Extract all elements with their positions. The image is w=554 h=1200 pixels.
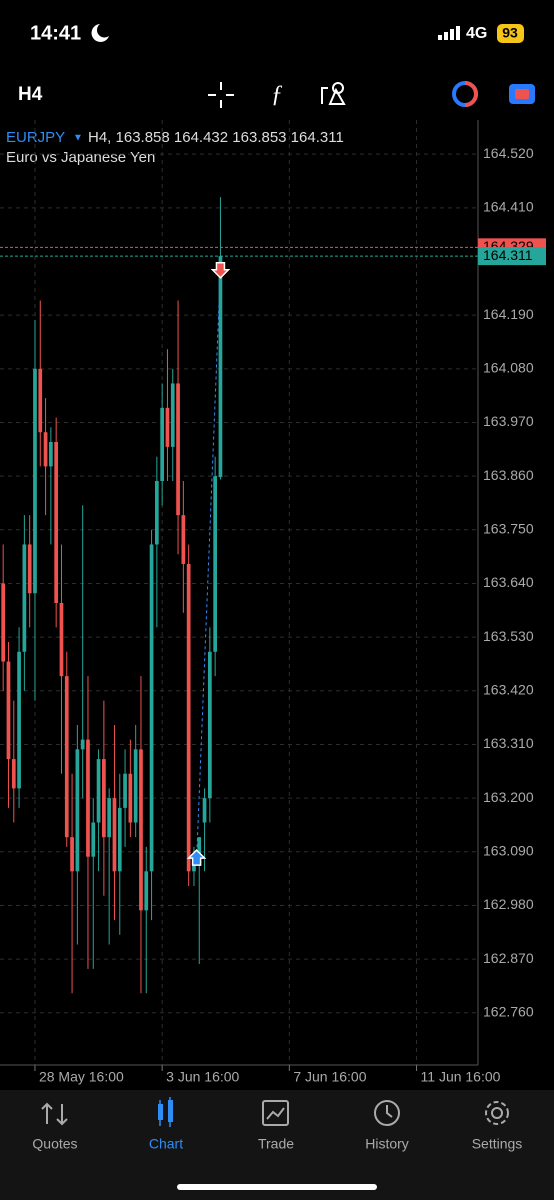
candle-body bbox=[70, 837, 74, 872]
y-tick-label: 163.200 bbox=[483, 789, 534, 805]
y-tick-label: 163.860 bbox=[483, 467, 534, 483]
candle-body bbox=[1, 583, 6, 662]
tab-label[interactable]: Chart bbox=[149, 1136, 183, 1152]
y-tick-label: 164.520 bbox=[483, 145, 534, 161]
y-tick-label: 163.750 bbox=[483, 521, 534, 537]
y-tick-label: 164.190 bbox=[483, 306, 534, 322]
moon-icon bbox=[91, 24, 109, 42]
sell-arrow bbox=[210, 262, 231, 279]
candle-body bbox=[133, 749, 138, 823]
settings-icon bbox=[485, 1101, 509, 1125]
buy-arrow bbox=[186, 849, 207, 866]
candle-body bbox=[213, 476, 218, 652]
candle-body bbox=[197, 837, 202, 857]
battery-level: 93 bbox=[502, 25, 518, 41]
candle-body bbox=[117, 807, 122, 872]
crosshair-button[interactable] bbox=[208, 82, 234, 108]
candle-body bbox=[96, 759, 101, 823]
candle-body bbox=[218, 256, 223, 478]
y-tick-label: 164.080 bbox=[483, 360, 534, 376]
candle-body bbox=[54, 441, 59, 603]
plot-area: 164.520 164.410 164.190 164.080 163.970 163.8… bbox=[0, 120, 546, 1085]
quotes-icon bbox=[41, 1102, 68, 1126]
y-tick-label: 162.980 bbox=[483, 896, 534, 912]
y-tick-label: 162.870 bbox=[483, 950, 534, 966]
candle-body bbox=[75, 749, 80, 872]
candle-body bbox=[11, 759, 16, 789]
candle-body bbox=[80, 739, 85, 750]
candle-body bbox=[170, 383, 175, 447]
y-tick-label: 162.760 bbox=[483, 1004, 534, 1020]
y-tick-label: 163.970 bbox=[483, 413, 534, 429]
candle-body bbox=[86, 739, 90, 857]
clock: 14:41 bbox=[30, 22, 81, 44]
candle-body bbox=[112, 798, 117, 872]
candle-body bbox=[144, 871, 149, 911]
candle-body bbox=[186, 563, 191, 872]
battery bbox=[497, 24, 524, 43]
candle-body bbox=[155, 481, 159, 545]
tab-label[interactable]: Settings bbox=[472, 1136, 523, 1152]
timeframe-button[interactable]: H4 bbox=[18, 84, 43, 105]
symbol-dropdown[interactable]: ▼ bbox=[73, 133, 83, 144]
bid-label-box bbox=[478, 247, 546, 266]
candle-body bbox=[202, 798, 207, 823]
trade-button[interactable] bbox=[509, 84, 535, 104]
candle-body bbox=[43, 432, 48, 467]
candle-body bbox=[22, 544, 27, 652]
network: 4G bbox=[466, 25, 487, 42]
home-indicator bbox=[177, 1184, 377, 1190]
candle-body bbox=[6, 661, 11, 760]
candle-body bbox=[91, 822, 96, 857]
candle-body bbox=[149, 544, 154, 872]
candle-body bbox=[64, 676, 69, 838]
signal-icon bbox=[438, 26, 460, 40]
tab-label[interactable]: History bbox=[365, 1136, 409, 1152]
x-tick-label: 11 Jun 16:00 bbox=[421, 1069, 501, 1085]
candle-body bbox=[139, 749, 143, 911]
symbol[interactable]: EURJPY bbox=[6, 129, 65, 146]
ohlc-info: H4, 163.858 164.432 163.853 164.311 bbox=[88, 129, 344, 146]
candle-body bbox=[207, 651, 212, 799]
candle-body bbox=[33, 368, 37, 594]
tab-bar bbox=[0, 1090, 554, 1200]
y-tick-label: 163.090 bbox=[483, 843, 534, 859]
candle-body bbox=[102, 759, 106, 838]
y-tick-label: 163.420 bbox=[483, 682, 534, 698]
candle-body bbox=[27, 544, 32, 594]
indicators-button[interactable]: ƒ bbox=[271, 82, 283, 108]
candle-body bbox=[181, 515, 186, 564]
y-tick-label: 163.310 bbox=[483, 735, 534, 751]
history-icon bbox=[374, 1100, 400, 1126]
bid-label: 164.311 bbox=[483, 247, 533, 263]
y-tick-label: 163.530 bbox=[483, 628, 534, 644]
deal-connector bbox=[196, 268, 221, 860]
candle-body bbox=[123, 773, 127, 808]
y-tick-label: 163.640 bbox=[483, 574, 534, 590]
candle-body bbox=[128, 773, 133, 823]
trade-icon bbox=[262, 1100, 289, 1126]
candle-body bbox=[176, 383, 180, 516]
description: Euro vs Japanese Yen bbox=[6, 149, 155, 166]
tab-label[interactable]: Trade bbox=[258, 1136, 294, 1152]
candle-body bbox=[38, 368, 43, 433]
candle-body bbox=[160, 407, 165, 482]
candle-body bbox=[49, 441, 53, 467]
chart-icon bbox=[158, 1097, 173, 1127]
x-tick-label: 7 Jun 16:00 bbox=[293, 1069, 366, 1085]
one-click-button[interactable] bbox=[452, 81, 478, 107]
x-tick-label: 3 Jun 16:00 bbox=[166, 1069, 239, 1085]
candle-body bbox=[165, 407, 170, 447]
candle-body bbox=[107, 798, 112, 838]
objects-button[interactable] bbox=[321, 82, 346, 105]
candle-body bbox=[17, 651, 21, 789]
x-tick-label: 28 May 16:00 bbox=[39, 1069, 124, 1085]
y-tick-label: 164.410 bbox=[483, 199, 534, 215]
tab-label[interactable]: Quotes bbox=[32, 1136, 77, 1152]
candle-body bbox=[59, 602, 64, 677]
